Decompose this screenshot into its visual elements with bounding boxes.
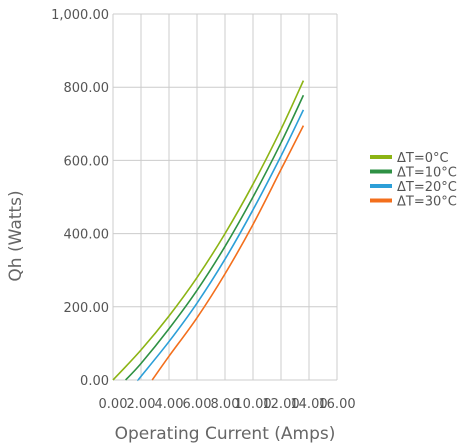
y-tick-label: 600.00 [64,154,110,169]
series-line-2 [137,109,305,382]
x-tick-label: 6.00 [183,397,212,412]
legend-swatch [370,169,392,174]
y-tick-label: 400.00 [64,228,110,243]
x-tick-label: 4.00 [155,397,184,412]
legend-swatch [370,184,392,188]
series-line-1 [125,94,305,381]
y-tick-label: 1,000.00 [51,8,109,23]
legend: ΔT=0°CΔT=10°CΔT=20°CΔT=30°C [370,151,457,210]
legend-swatch [370,155,392,159]
x-tick-label: 14.00 [290,397,327,412]
x-tick-label: 2.00 [127,397,156,412]
legend-label: ΔT=10°C [397,166,457,181]
y-axis-title: Qh (Watts) [6,190,26,281]
legend-label: ΔT=0°C [397,151,449,166]
y-tick-label: 200.00 [64,301,110,316]
x-axis-title: Operating Current (Amps) [115,424,336,444]
x-tick-label: 10.00 [234,397,271,412]
x-tick-label: 0.00 [99,397,128,412]
legend-label: ΔT=30°C [397,195,457,210]
y-tick-label: 0.00 [80,374,109,389]
grid [112,13,338,381]
x-tick-label: 8.00 [211,397,240,412]
legend-swatch [370,198,392,203]
series-line-0 [112,80,305,381]
y-tick-labels: 0.00 200.00 400.00 600.00 800.00 1,000.00 [51,8,109,389]
x-tick-label: 16.00 [318,397,355,412]
y-tick-label: 800.00 [64,81,110,96]
legend-label: ΔT=20°C [397,180,457,195]
series-line-3 [151,125,305,381]
x-tick-label: 12.00 [262,397,299,412]
series-lines [112,80,305,382]
